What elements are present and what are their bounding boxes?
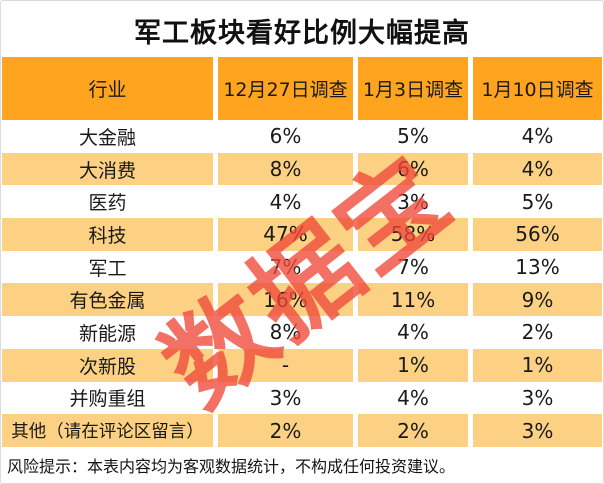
value-cell: 8% — [218, 152, 353, 186]
value-cell: 4% — [473, 152, 602, 186]
value-cell: 3% — [218, 381, 353, 415]
industry-cell: 大消费 — [2, 152, 213, 186]
value-cell: 9% — [473, 283, 602, 317]
value-cell: 4% — [473, 120, 602, 153]
industry-cell: 其他（请在评论区留言） — [2, 414, 213, 447]
column-header-jan10: 1月10日调查 — [473, 57, 602, 120]
value-cell: 5% — [473, 185, 602, 219]
table-row: 次新股 - 1% 1% — [2, 348, 602, 382]
table-row: 大金融 6% 5% 4% — [2, 120, 602, 153]
value-cell: 3% — [473, 381, 602, 415]
page-title: 军工板块看好比例大幅提高 — [134, 17, 470, 49]
value-cell: 8% — [218, 316, 353, 349]
table-row: 医药 4% 3% 5% — [2, 185, 602, 219]
value-cell: 1% — [473, 348, 602, 382]
value-cell: 2% — [358, 414, 468, 447]
risk-disclaimer: 风险提示：本表内容均为客观数据统计，不构成任何投资建议。 — [2, 447, 602, 482]
value-cell: 58% — [358, 218, 468, 251]
value-cell: 16% — [218, 283, 353, 317]
value-cell: 3% — [473, 414, 602, 447]
value-cell: 6% — [218, 120, 353, 153]
value-cell: 6% — [358, 152, 468, 186]
value-cell: 5% — [358, 120, 468, 153]
industry-cell: 新能源 — [2, 316, 213, 349]
table-row: 其他（请在评论区留言） 2% 2% 3% — [2, 414, 602, 447]
value-cell: 4% — [358, 316, 468, 349]
table-row: 并购重组 3% 4% 3% — [2, 381, 602, 415]
value-cell: 7% — [358, 250, 468, 284]
value-cell: 1% — [358, 348, 468, 382]
table-row: 科技 47% 58% 56% — [2, 218, 602, 251]
industry-cell: 科技 — [2, 218, 213, 251]
column-header-jan3: 1月3日调查 — [358, 57, 468, 120]
table-row: 有色金属 16% 11% 9% — [2, 283, 602, 317]
value-cell: 2% — [473, 316, 602, 349]
value-cell: 13% — [473, 250, 602, 284]
value-cell: 47% — [218, 218, 353, 251]
value-cell: 56% — [473, 218, 602, 251]
value-cell: 4% — [358, 381, 468, 415]
value-cell: 4% — [218, 185, 353, 219]
column-header-dec27: 12月27日调查 — [218, 57, 353, 120]
table-row: 大消费 8% 6% 4% — [2, 152, 602, 186]
table-row: 军工 7% 7% 13% — [2, 250, 602, 284]
column-header-industry: 行业 — [2, 57, 213, 120]
industry-cell: 有色金属 — [2, 283, 213, 317]
industry-cell: 军工 — [2, 250, 213, 284]
value-cell: 3% — [358, 185, 468, 219]
survey-table: 行业 12月27日调查 1月3日调查 1月10日调查 大金融 6% 5% 4% … — [2, 57, 602, 447]
table-row: 新能源 8% 4% 2% — [2, 316, 602, 349]
industry-cell: 次新股 — [2, 348, 213, 382]
industry-cell: 大金融 — [2, 120, 213, 153]
industry-cell: 并购重组 — [2, 381, 213, 415]
value-cell: - — [218, 348, 353, 382]
value-cell: 7% — [218, 250, 353, 284]
table-header-row: 行业 12月27日调查 1月3日调查 1月10日调查 — [2, 57, 602, 120]
value-cell: 11% — [358, 283, 468, 317]
value-cell: 2% — [218, 414, 353, 447]
industry-cell: 医药 — [2, 185, 213, 219]
